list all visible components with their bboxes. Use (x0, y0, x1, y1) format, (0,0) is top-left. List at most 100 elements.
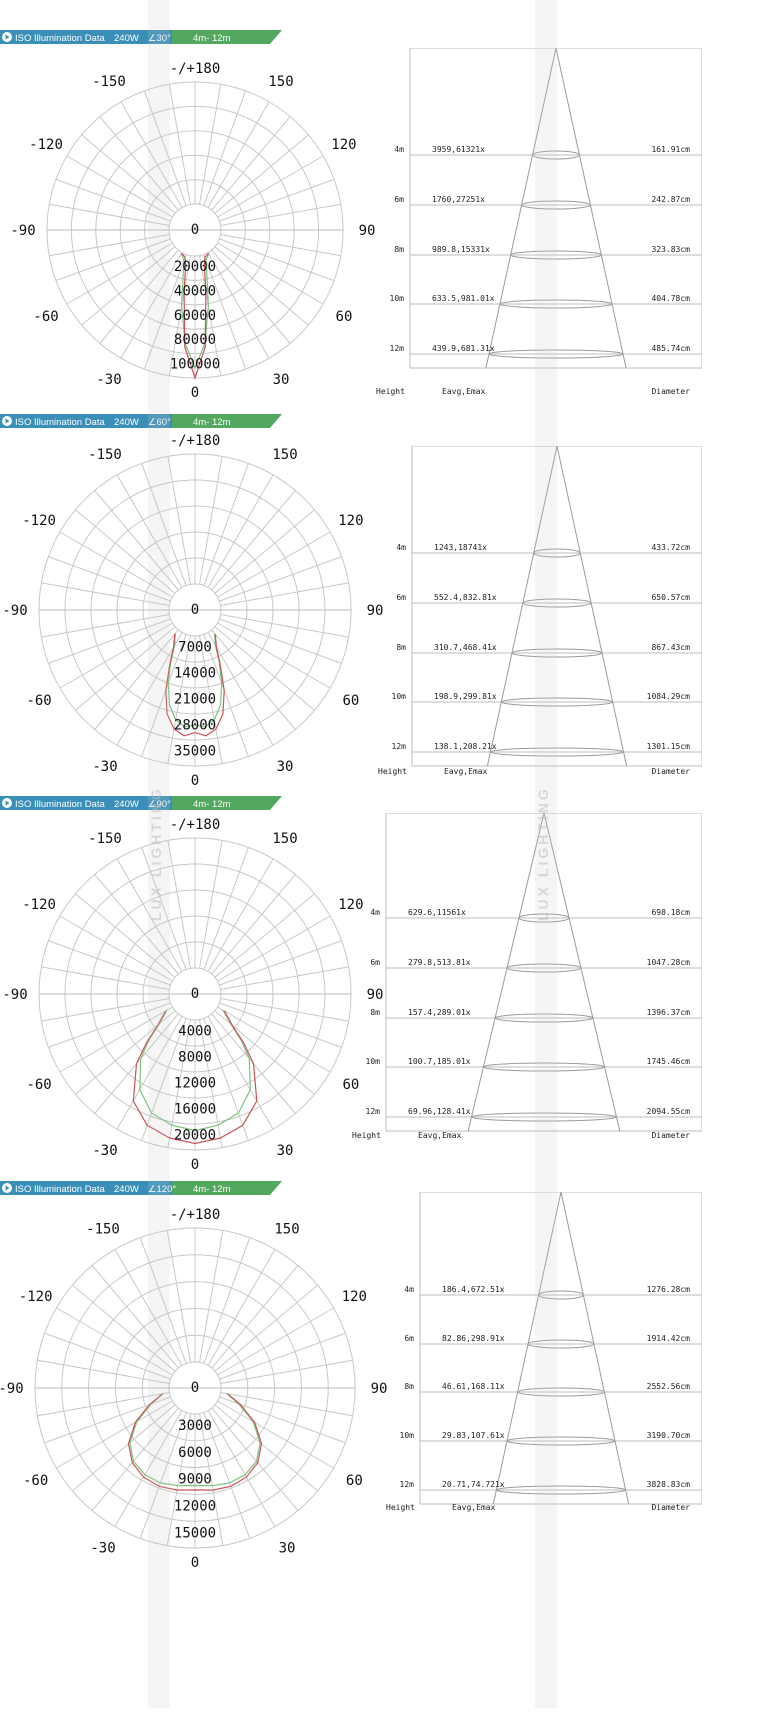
grid-spoke (207, 858, 274, 972)
row-diameter: 1396.37cm (647, 1008, 691, 1017)
grid-spoke (120, 252, 183, 359)
curve-green (139, 1010, 251, 1132)
watermark-strip-right: LUX LIGHTING (535, 0, 557, 1708)
angle-tick-label: -/+180 (170, 1207, 221, 1223)
angle-tick-label: 30 (277, 1143, 294, 1159)
row-eavg-emax: 20.71,74.721x (442, 1480, 505, 1489)
angle-tick-label: 60 (336, 309, 353, 325)
row-diameter: 485.74cm (651, 344, 690, 353)
row-eavg-emax: 69.96,128.41x (408, 1107, 471, 1116)
footer-eavg-label: Eavg,Emax (442, 387, 486, 396)
grid-spoke (220, 614, 349, 638)
grid-spoke (48, 940, 171, 986)
grid-spoke (199, 1230, 224, 1363)
grid-spoke (167, 1019, 191, 1148)
angle-tick-label: -150 (86, 1222, 120, 1238)
row-eavg-emax: 157.4,289.01x (408, 1008, 471, 1017)
footer-diameter-label: Diameter (651, 387, 690, 396)
angle-tick-label: -30 (92, 759, 117, 775)
row-height: 6m (396, 593, 406, 602)
grid-spoke (72, 1404, 176, 1492)
grid-spoke (168, 84, 191, 205)
angle-tick-label: -30 (92, 1143, 117, 1159)
angle-tick-label: -90 (10, 223, 35, 239)
row-diameter: 3828.83cm (647, 1480, 691, 1489)
row-diameter: 161.91cm (651, 145, 690, 154)
grid-spoke (199, 635, 223, 764)
grid-spoke (91, 1265, 179, 1369)
grid-spoke (37, 1392, 170, 1417)
cone-edge (543, 812, 621, 1132)
angle-tick-label: -150 (92, 74, 126, 90)
curve-red (165, 634, 225, 737)
beam-ellipse (488, 349, 624, 359)
grid-spoke (217, 1307, 334, 1376)
row-height: 12m (390, 344, 405, 353)
grid-spoke (37, 1359, 170, 1384)
illumination-cone: 4m 3959,61321x 161.91cm 6m 1760,27251x 242.87… (370, 47, 703, 407)
angle-tick-label: -30 (90, 1540, 115, 1556)
grid-spoke (217, 622, 331, 689)
grid-spoke (116, 474, 183, 588)
footer-eavg-label: Eavg,Emax (444, 767, 488, 776)
illumination-cone: 4m 1243,18741x 433.72cm 6m 552.4,832.81x 650.… (372, 445, 703, 787)
banner-angle: ∠120° (148, 1184, 176, 1195)
row-height: 10m (400, 1431, 415, 1440)
grid-spoke (44, 1332, 171, 1380)
angle-tick-label: -90 (0, 1381, 24, 1397)
angle-tick-label: 150 (274, 1222, 299, 1238)
banner-angle: ∠30° (148, 33, 171, 44)
angle-tick-label: -60 (26, 1077, 51, 1093)
footer-height-label: Height (378, 767, 407, 776)
grid-spoke (167, 456, 191, 585)
row-diameter: 3190.70cm (647, 1431, 691, 1440)
section-banner: ISO Illumination Data 240W ∠30° 4m- 12m (0, 30, 282, 44)
row-height: 8m (396, 643, 406, 652)
row-eavg-emax: 82.86,298.91x (442, 1334, 505, 1343)
banner-title: ISO Illumination Data (15, 799, 105, 810)
grid-spoke (59, 622, 173, 689)
row-eavg-emax: 3959,61321x (432, 145, 485, 154)
row-eavg-emax: 629.6,11561x (408, 908, 466, 917)
cone-edge (556, 445, 628, 767)
banner-power: 240W (114, 33, 139, 44)
cone-frame (411, 445, 703, 767)
grid-spoke (116, 632, 183, 746)
grid-spoke (116, 858, 183, 972)
grid-spoke (139, 1237, 187, 1364)
grid-spoke (49, 203, 170, 226)
row-eavg-emax: 439.9,681.31x (432, 344, 495, 353)
grid-spoke (199, 1413, 224, 1546)
grid-spoke (214, 509, 315, 594)
row-height: 6m (370, 958, 380, 967)
angle-tick-label: -120 (22, 897, 56, 913)
grid-spoke (203, 1018, 249, 1141)
footer-diameter-label: Diameter (651, 1503, 690, 1512)
grid-spoke (217, 155, 324, 218)
banner-angle: ∠90° (148, 799, 171, 810)
angle-tick-label: 150 (268, 74, 293, 90)
row-diameter: 1276.28cm (647, 1285, 691, 1294)
grid-spoke (143, 90, 187, 206)
grid-spoke (141, 634, 187, 757)
grid-spoke (199, 84, 222, 205)
grid-spoke (94, 629, 179, 730)
row-height: 4m (396, 543, 406, 552)
radial-tick-label: 20000 (174, 1128, 216, 1144)
beam-ellipse (511, 648, 603, 658)
grid-spoke (81, 134, 176, 214)
grid-spoke (99, 116, 179, 211)
grid-spoke (203, 90, 247, 206)
row-diameter: 1745.46cm (647, 1057, 691, 1066)
grid-spoke (219, 618, 342, 664)
banner-title: ISO Illumination Data (15, 1184, 105, 1195)
grid-spoke (167, 635, 191, 764)
grid-spoke (214, 134, 309, 214)
grid-spoke (211, 490, 296, 591)
angle-tick-label: 90 (367, 987, 384, 1003)
illumination-cone: 4m 629.6,11561x 698.18cm 6m 279.8,513.81x 104… (346, 812, 703, 1151)
grid-spoke (211, 1265, 299, 1369)
grid-spoke (48, 618, 171, 664)
grid-spoke (41, 614, 170, 638)
grid-spoke (49, 234, 170, 257)
